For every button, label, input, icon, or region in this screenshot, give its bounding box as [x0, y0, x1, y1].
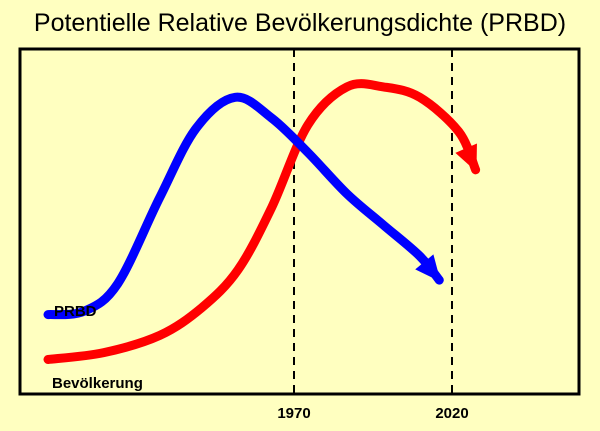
x-tick-label-2020: 2020: [435, 405, 468, 422]
x-tick-label-1970: 1970: [277, 405, 310, 422]
chart-title: Potentielle Relative Bevölkerungsdichte …: [34, 9, 566, 37]
plot-border: [18, 47, 581, 396]
series-label-prbd: PRBD: [54, 303, 97, 320]
series-line-prbd: [43, 92, 444, 320]
series-label-population: Bevölkerung: [52, 375, 143, 392]
series-line-population: [43, 79, 481, 364]
